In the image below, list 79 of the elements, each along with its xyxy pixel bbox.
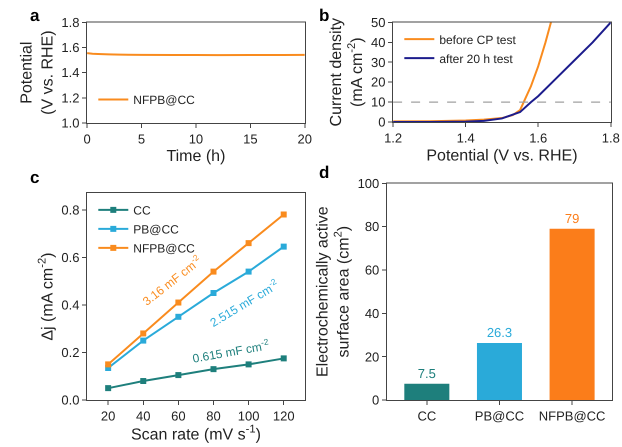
text: c xyxy=(30,168,40,187)
x-tick-label: 40 xyxy=(136,408,150,424)
y-tick-label: 0.6 xyxy=(61,250,80,265)
point xyxy=(210,290,216,296)
point xyxy=(175,372,182,378)
point xyxy=(105,361,112,368)
point xyxy=(175,314,182,320)
text: d xyxy=(319,163,330,182)
point xyxy=(246,361,252,368)
x-tick-label: 15 xyxy=(243,132,258,147)
data-label: 79 xyxy=(564,210,580,226)
x-tick-label: CC xyxy=(417,408,436,424)
bar xyxy=(404,384,450,400)
x-tick-label: 1.6 xyxy=(529,130,548,146)
text: a xyxy=(30,6,40,25)
x-tick-label: NFPB@CC xyxy=(538,408,606,424)
x-tick-label: 80 xyxy=(206,408,221,424)
bar xyxy=(476,343,522,400)
point xyxy=(175,300,182,306)
data-label: 7.5 xyxy=(418,366,436,381)
x-tick-label: 5 xyxy=(138,132,146,147)
y-tick-label: 40 xyxy=(364,306,380,321)
point xyxy=(280,355,287,362)
y-tick-label: 0.8 xyxy=(61,202,80,218)
x-tick-label: 1.2 xyxy=(384,130,402,146)
point xyxy=(140,338,146,344)
x-tick-label: 60 xyxy=(171,408,186,424)
y-tick-label: 20 xyxy=(364,349,380,364)
line-series xyxy=(393,22,552,122)
x-axis-title: Scan rate (mV s$^{-1}$) xyxy=(130,424,261,444)
point xyxy=(210,366,216,372)
y-axis-title: Potential (V vs. RHE) xyxy=(18,30,56,115)
x-axis-title: Time (h) xyxy=(166,148,226,166)
legend-label: NFPB@CC xyxy=(133,93,196,108)
y-tick-label: 60 xyxy=(364,262,380,278)
x-tick-label: 1.4 xyxy=(456,130,475,146)
x-tick-label: 20 xyxy=(298,132,312,147)
y-tick-label: 1.8 xyxy=(61,14,80,30)
legend-label: NFPB@CC xyxy=(133,242,196,256)
x-tick-label: 10 xyxy=(188,132,204,147)
y-tick-label: 80 xyxy=(364,219,380,234)
x-tick-label: 100 xyxy=(238,408,260,424)
point xyxy=(280,244,287,250)
legend-label: after 20 h test xyxy=(439,52,514,66)
point xyxy=(210,268,216,275)
annotation: 0.615 mF cm$^{-2}$ xyxy=(191,336,271,366)
legend-label: CC xyxy=(133,204,151,218)
y-tick-label: 0.0 xyxy=(61,392,80,408)
y-tick-label: 40 xyxy=(371,34,386,50)
point xyxy=(246,268,252,275)
y-tick-label: 100 xyxy=(358,176,380,191)
y-tick-label: 20 xyxy=(371,74,386,90)
data-label: 26.3 xyxy=(486,325,512,340)
legend-label: before CP test xyxy=(439,32,516,47)
point xyxy=(140,378,146,384)
bar xyxy=(550,228,595,400)
y-tick-label: 0 xyxy=(378,114,386,130)
x-tick-label: 20 xyxy=(100,408,116,424)
y-tick-label: 30 xyxy=(371,54,386,70)
x-tick-label: PB@CC xyxy=(474,408,524,424)
y-tick-label: 1.4 xyxy=(61,65,80,80)
y-tick-label: 0.4 xyxy=(61,297,80,312)
y-tick-label: 0 xyxy=(372,392,380,408)
y-tick-label: 1.6 xyxy=(61,40,80,56)
point xyxy=(140,330,146,336)
y-tick-label: 50 xyxy=(371,14,386,30)
y-tick-label: 0.2 xyxy=(61,345,80,360)
y-tick-label: 10 xyxy=(371,94,386,110)
x-axis-title: Potential (V vs. RHE) xyxy=(426,147,578,164)
y-tick-label: 1.0 xyxy=(61,115,80,130)
text: b xyxy=(319,6,330,25)
x-tick-label: 1.8 xyxy=(602,130,620,146)
point xyxy=(105,385,112,392)
x-tick-label: 120 xyxy=(272,408,295,424)
point xyxy=(246,240,252,246)
legend-label: PB@CC xyxy=(133,222,180,237)
y-tick-label: 1.2 xyxy=(61,90,80,106)
point xyxy=(280,212,287,218)
x-tick-label: 0 xyxy=(83,132,91,147)
